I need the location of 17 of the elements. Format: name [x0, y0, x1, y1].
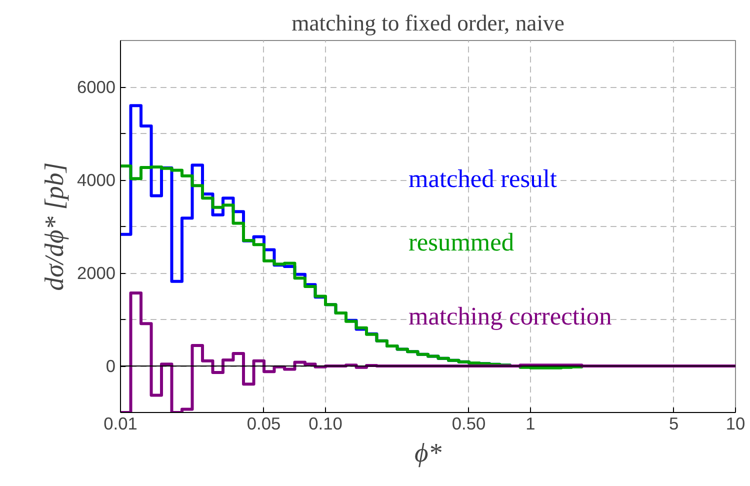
- text: resummed: [408, 228, 514, 256]
- series-label: matching correction: [408, 302, 612, 331]
- y-tick-label: 2000: [76, 263, 116, 283]
- x-axis-title: ϕ*: [414, 438, 442, 468]
- y-tick-label: 0: [106, 356, 116, 376]
- text: matched result: [408, 165, 557, 194]
- y-tick-label: 4000: [76, 170, 116, 190]
- x-tick-label: 10: [726, 414, 746, 434]
- y-tick-label: 6000: [76, 77, 116, 97]
- y-axis-title: dσ/dϕ* [pb]: [38, 162, 69, 291]
- x-tick-label: 0.10: [308, 414, 342, 434]
- x-tick-label: 0.05: [246, 414, 281, 434]
- x-tick-label: 0.01: [104, 414, 138, 434]
- x-tick-label: 1: [526, 414, 536, 434]
- chart-title: matching to fixed order, naive: [292, 10, 564, 36]
- x-tick-label: 0.50: [452, 414, 486, 434]
- x-tick-label: 5: [668, 414, 679, 434]
